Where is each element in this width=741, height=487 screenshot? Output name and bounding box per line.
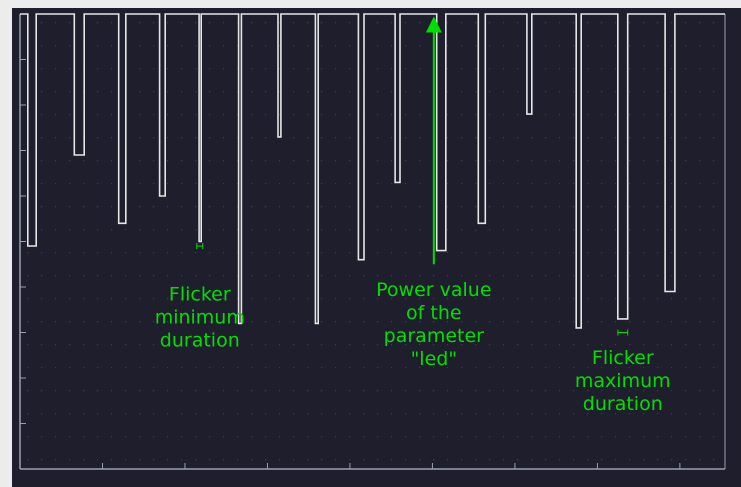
annotation-line: duration xyxy=(583,393,663,415)
annotation-line: minimum xyxy=(155,306,245,328)
annotation-line: Flicker xyxy=(592,347,654,369)
annotation-label-1: Power value of the parameter "led" xyxy=(376,279,491,370)
annotation-line: Power value xyxy=(376,279,491,301)
annotation-line: parameter xyxy=(384,325,484,347)
annotation-line: of the xyxy=(406,302,462,324)
axes xyxy=(19,13,726,470)
annotation-line: "led" xyxy=(411,348,458,370)
annotation-line: maximum xyxy=(575,370,671,392)
annotation-label-2: Flicker maximum duration xyxy=(575,347,671,415)
annotation-line: Flicker xyxy=(169,283,231,305)
series-layer xyxy=(20,13,725,329)
annotation-line: duration xyxy=(160,329,240,351)
plot-background xyxy=(12,8,741,487)
series-line-0 xyxy=(20,13,725,329)
annotation-label-0: Flicker minimum duration xyxy=(155,283,245,351)
